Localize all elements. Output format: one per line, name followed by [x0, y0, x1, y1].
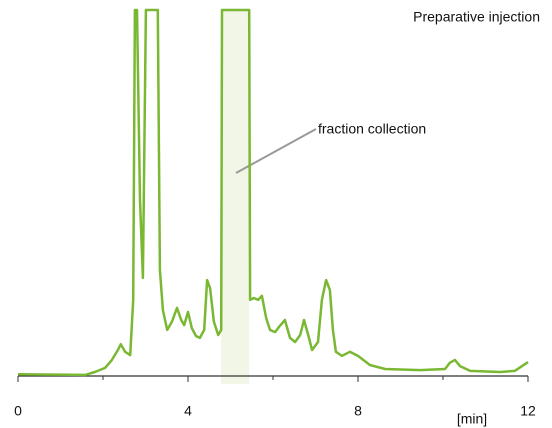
annotation: fraction collection [318, 121, 426, 137]
x-tick-label: 12 [520, 403, 536, 419]
x-axis-label: [min] [457, 411, 487, 427]
chart-title: Preparative injection [413, 9, 540, 25]
fraction-region [221, 10, 250, 384]
chromatogram-line [17, 8, 529, 377]
x-tick-label: 8 [354, 403, 362, 419]
x-tick-label: 0 [14, 403, 22, 419]
x-tick-label: 4 [184, 403, 192, 419]
